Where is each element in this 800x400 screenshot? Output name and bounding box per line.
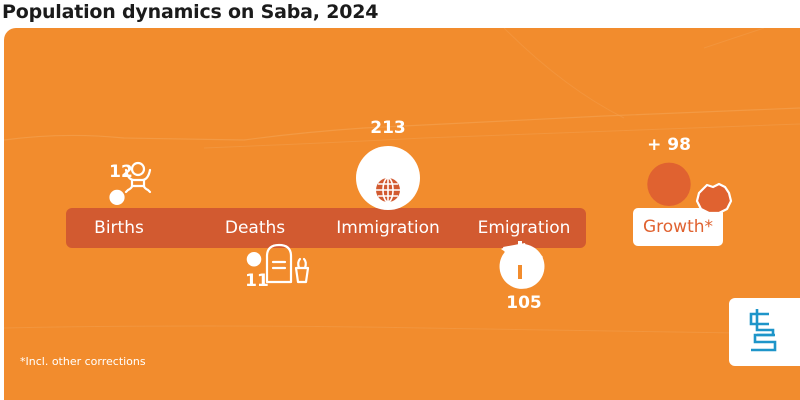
growth-label: Growth* bbox=[642, 217, 714, 237]
baby-icon bbox=[124, 161, 152, 194]
bubble-births bbox=[109, 189, 125, 206]
cbs-logo bbox=[729, 298, 800, 366]
flow-bar bbox=[66, 208, 586, 248]
category-label-births: Births bbox=[94, 218, 144, 238]
value-label-births: 12 bbox=[109, 161, 133, 182]
growth-box: Growth* bbox=[633, 208, 723, 246]
value-label-emigration: 105 bbox=[506, 292, 542, 313]
footnote: *Incl. other corrections bbox=[20, 355, 146, 368]
cbs-logo-mark bbox=[749, 309, 777, 352]
chart-title: Population dynamics on Saba, 2024 bbox=[2, 1, 379, 23]
saba-island-icon bbox=[695, 182, 733, 215]
category-label-deaths: Deaths bbox=[224, 218, 286, 238]
gravestone-icon bbox=[265, 243, 310, 284]
signpost-icon bbox=[501, 241, 543, 285]
category-label-immigration: Immigration bbox=[336, 218, 440, 238]
value-label-immigration: 213 bbox=[370, 118, 406, 138]
category-label-emigration: Emigration bbox=[477, 218, 571, 238]
value-label-deaths: 11 bbox=[245, 270, 269, 291]
bubble-growth bbox=[647, 162, 691, 206]
globe-icon bbox=[376, 177, 400, 203]
value-label-growth: + 98 bbox=[647, 134, 691, 155]
bubble-deaths bbox=[246, 251, 262, 267]
